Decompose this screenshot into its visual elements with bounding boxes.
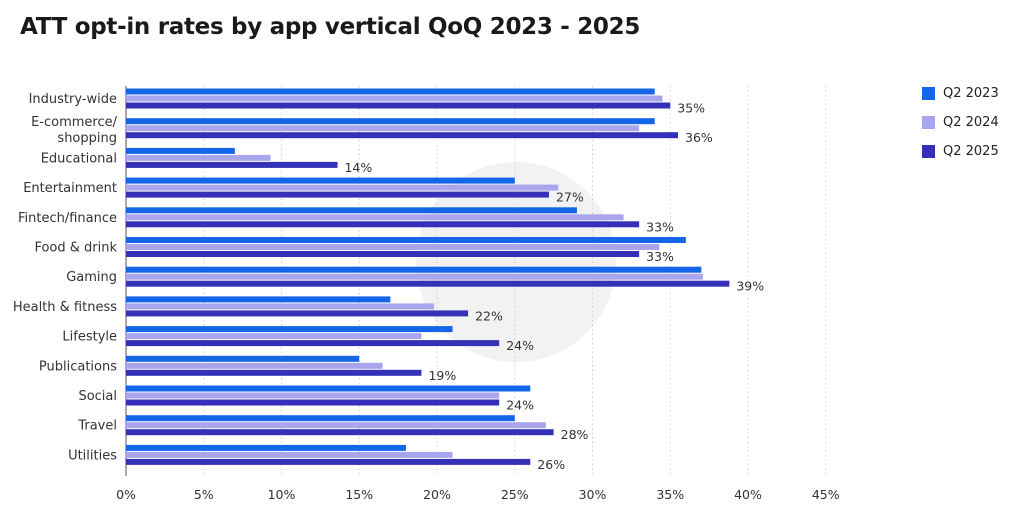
bar-q2-2023	[126, 88, 655, 95]
legend-swatch	[922, 116, 935, 129]
bar-q2-2025	[126, 458, 531, 465]
data-label: 27%	[556, 190, 584, 205]
bar-q2-2024	[126, 273, 703, 280]
bar-q2-2024	[126, 451, 453, 458]
bar-q2-2023	[126, 266, 702, 273]
bar-q2-2023	[126, 118, 655, 125]
x-tick-label: 30%	[579, 487, 607, 502]
bar-q2-2023	[126, 326, 453, 333]
bar-q2-2025	[126, 221, 640, 228]
data-label: 19%	[428, 368, 456, 383]
category-label: E-commerce/	[31, 115, 118, 130]
bar-q2-2025	[126, 429, 554, 436]
legend-label: Q2 2025	[943, 144, 999, 159]
bar-q2-2025	[126, 310, 469, 317]
bar-q2-2024	[126, 154, 271, 161]
data-label: 14%	[344, 160, 372, 175]
data-label: 24%	[506, 338, 534, 353]
category-label: Travel	[77, 419, 117, 434]
bar-q2-2025	[126, 251, 640, 257]
category-label: Lifestyle	[62, 330, 117, 345]
bar-q2-2025	[126, 132, 679, 139]
bar-q2-2023	[126, 385, 531, 392]
legend-item-q2-2023: Q2 2023	[922, 86, 999, 101]
legend-label: Q2 2023	[943, 86, 999, 101]
legend: Q2 2023 Q2 2024 Q2 2025	[922, 86, 999, 173]
legend-swatch	[922, 145, 935, 158]
data-label: 22%	[475, 308, 503, 323]
bar-q2-2024	[126, 184, 559, 191]
bar-q2-2024	[126, 95, 663, 102]
bar-q2-2025	[126, 399, 500, 406]
bar-q2-2024	[126, 244, 660, 250]
data-label: 33%	[646, 219, 674, 234]
data-label: 35%	[677, 101, 705, 116]
data-label: 26%	[537, 457, 565, 472]
category-label: Utilities	[68, 448, 117, 463]
chart-title: ATT opt-in rates by app vertical QoQ 202…	[20, 14, 641, 40]
x-tick-label: 0%	[116, 487, 136, 502]
bar-q2-2023	[126, 444, 406, 451]
category-label: Educational	[41, 151, 117, 166]
bar-q2-2025	[126, 161, 338, 168]
bar-q2-2023	[126, 296, 391, 303]
x-tick-label: 5%	[194, 487, 214, 502]
bar-q2-2023	[126, 415, 515, 422]
bar-q2-2025	[126, 280, 730, 287]
bar-q2-2024	[126, 125, 640, 132]
category-label: Entertainment	[23, 181, 117, 196]
x-tick-label: 10%	[268, 487, 296, 502]
x-tick-label: 40%	[734, 487, 762, 502]
category-label: Gaming	[66, 270, 117, 285]
legend-item-q2-2025: Q2 2025	[922, 144, 999, 159]
bar-q2-2025	[126, 340, 500, 347]
bar-q2-2024	[126, 333, 422, 340]
category-label: Industry-wide	[29, 92, 117, 107]
category-label: Food & drink	[34, 241, 117, 256]
bar-q2-2025	[126, 191, 549, 198]
bar-q2-2025	[126, 369, 422, 376]
x-tick-label: 45%	[812, 487, 840, 502]
x-tick-label: 15%	[345, 487, 373, 502]
bar-q2-2024	[126, 362, 383, 369]
bar-q2-2023	[126, 147, 235, 154]
bar-q2-2025	[126, 102, 671, 109]
bar-q2-2024	[126, 392, 500, 399]
category-label: Fintech/finance	[18, 211, 117, 226]
bar-q2-2023	[126, 207, 577, 214]
legend-swatch	[922, 87, 935, 100]
category-label: Social	[78, 389, 117, 404]
bar-q2-2023	[126, 237, 686, 243]
legend-item-q2-2024: Q2 2024	[922, 115, 999, 130]
x-tick-label: 25%	[501, 487, 529, 502]
bar-q2-2024	[126, 214, 624, 221]
bar-q2-2023	[126, 177, 515, 184]
x-tick-label: 20%	[423, 487, 451, 502]
category-label: Publications	[39, 359, 117, 374]
data-label: 36%	[685, 130, 713, 145]
data-label: 28%	[561, 427, 589, 442]
x-tick-label: 35%	[656, 487, 684, 502]
category-label: shopping	[57, 131, 117, 146]
data-label: 33%	[646, 249, 674, 264]
category-label: Health & fitness	[13, 300, 117, 315]
bar-q2-2024	[126, 303, 434, 310]
bar-q2-2023	[126, 355, 360, 362]
legend-label: Q2 2024	[943, 115, 999, 130]
data-label: 39%	[736, 279, 764, 294]
bar-q2-2024	[126, 422, 546, 429]
data-label: 24%	[506, 398, 534, 413]
